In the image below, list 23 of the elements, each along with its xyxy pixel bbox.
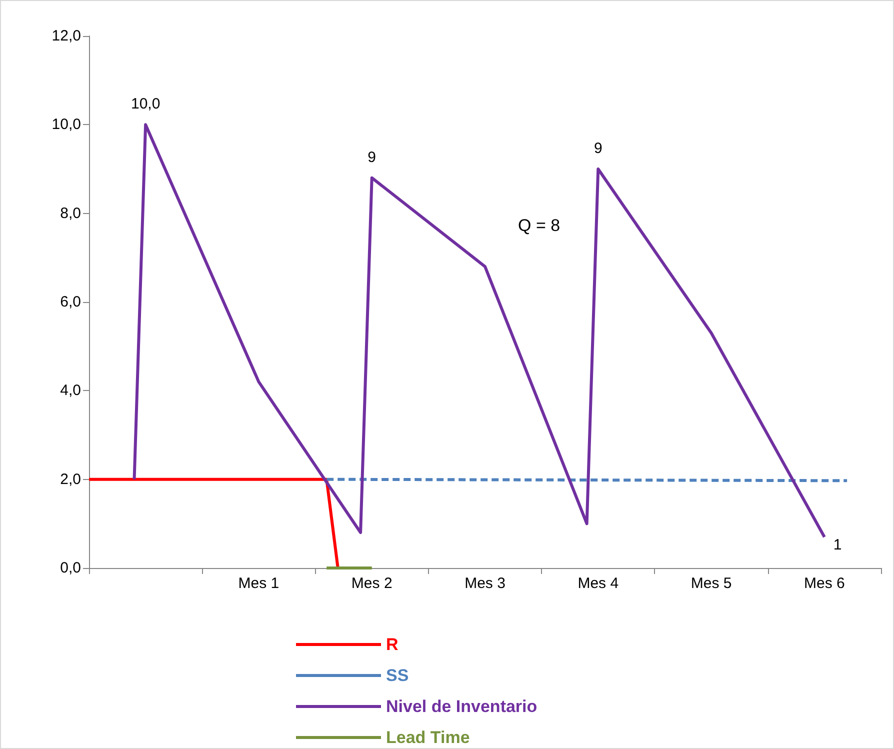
legend-label: Lead Time (386, 728, 470, 747)
data-label: 1 (833, 536, 842, 554)
y-tick-label: 6,0 (60, 294, 81, 310)
x-tick-label: Mes 1 (238, 575, 280, 592)
x-tick-label: Mes 5 (690, 575, 732, 592)
y-tick-label: 0,0 (60, 560, 81, 576)
y-tick-label: 2,0 (60, 470, 81, 488)
data-label: 9 (594, 140, 602, 157)
data-label: 9 (368, 148, 376, 166)
x-tick-label: Mes 6 (804, 575, 845, 592)
y-tick-label: 8,0 (60, 204, 81, 222)
line-series (132, 123, 826, 538)
y-tick-label: 12,0 (52, 28, 81, 44)
annotation: Q = 8 (518, 216, 560, 235)
y-tick-label: 10,0 (52, 116, 81, 134)
x-tick-label: Mes 3 (464, 575, 506, 592)
x-tick-label: Mes 4 (578, 575, 619, 592)
x-tick-label: Mes 2 (351, 575, 392, 592)
y-tick-label: 4,0 (60, 382, 81, 400)
legend-label: R (386, 635, 398, 654)
legend-label: Nivel de Inventario (386, 697, 538, 716)
legend-label: SS (386, 666, 409, 685)
data-label: 10,0 (130, 96, 160, 113)
